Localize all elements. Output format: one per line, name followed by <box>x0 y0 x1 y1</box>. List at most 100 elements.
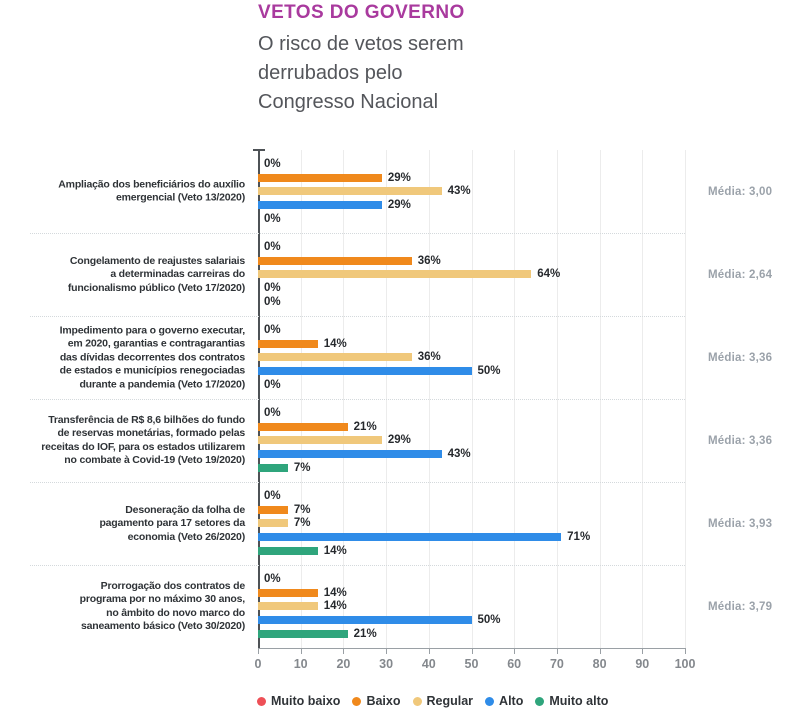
bar-regular <box>258 270 532 279</box>
value-label: 14% <box>323 586 347 599</box>
bar-rows: 0% 36% 64% 0% 0% <box>258 233 560 316</box>
category-label: Impedimento para o governo executar, em 2… <box>59 323 246 392</box>
legend-dot-icon <box>412 696 422 706</box>
x-axis-tick-label: 70 <box>549 657 564 671</box>
category-label-line: pagamento para 17 setores da <box>99 516 245 529</box>
bar-muito-alto <box>258 547 318 556</box>
category-label-line: de reservas monetárias, formado pelas <box>57 427 245 439</box>
category-label: Desoneração da folha de pagamento para 17… <box>99 503 245 544</box>
bar-row: 0% <box>258 572 501 586</box>
legend-label: Muito baixo <box>271 694 341 708</box>
legend-item: Baixo <box>352 694 401 708</box>
value-label: 36% <box>417 254 441 267</box>
x-axis-tick-label: 20 <box>336 657 351 671</box>
bar-rows: 0% 21% 29% 43% 7% <box>258 399 471 482</box>
bar-regular <box>258 602 318 611</box>
x-axis-tick-label: 50 <box>464 657 479 671</box>
category-label-line: no combate à Covid-19 (Veto 19/2020) <box>64 454 245 466</box>
bar-row: 21% <box>258 420 471 434</box>
bar-group: Ampliação dos beneficiários do auxílio em… <box>0 150 794 233</box>
legend: Muito baixo Baixo Regular Alto Muito alto <box>257 694 608 708</box>
x-axis-tick <box>386 648 388 654</box>
bar-row: 14% <box>258 337 501 351</box>
bar-baixo <box>258 256 412 265</box>
category-label-line: saneamento básico (Veto 30/2020) <box>80 620 245 632</box>
bar-alto <box>258 450 442 459</box>
value-label: 21% <box>353 628 377 641</box>
value-label: 0% <box>264 282 281 295</box>
bar-row: 0% <box>258 212 471 226</box>
x-axis-tick <box>258 648 259 654</box>
category-label-line: Impedimento para o governo executar, <box>59 323 246 336</box>
legend-dot-icon <box>257 696 266 706</box>
bar-row: 7% <box>258 461 471 475</box>
value-label: 0% <box>264 572 281 585</box>
bar-row: 36% <box>258 351 501 365</box>
category-label: Transferência de R$ 8,6 bilhões do fundo… <box>41 414 245 468</box>
bar-row: 29% <box>258 434 471 448</box>
subtitle-line: O risco de vetos serem <box>258 33 464 55</box>
bar-muito-alto <box>258 464 288 473</box>
x-axis-tick <box>343 648 345 654</box>
legend-label: Muito alto <box>549 694 609 708</box>
category-label-line: receitas do IOF, para os estados utiliza… <box>41 440 245 453</box>
value-label: 29% <box>387 171 411 184</box>
bar-row: 0% <box>258 323 501 337</box>
category-label: Prorrogação dos contratos de programa por… <box>79 580 246 634</box>
bar-rows: 0% 14% 36% 50% 0% <box>258 316 501 399</box>
value-label: 71% <box>567 531 591 544</box>
y-axis-end-tick <box>253 149 265 151</box>
x-axis-tick-label: 90 <box>635 657 650 671</box>
category-label-line: Ampliação dos beneficiários do auxílio <box>58 178 245 190</box>
bar-row: 50% <box>258 364 501 378</box>
value-label: 0% <box>264 406 281 419</box>
bar-row: 43% <box>258 185 471 199</box>
category-label-line: programa por no máximo 30 anos, <box>79 593 246 605</box>
legend-dot-icon <box>352 696 362 706</box>
bar-row: 7% <box>258 517 590 531</box>
category-label-line: Congelamento de reajustes salariais <box>69 254 245 267</box>
bar-muito-alto <box>258 630 348 639</box>
value-label: 0% <box>264 323 281 336</box>
bar-group: Transferência de R$ 8,6 bilhões do fundo… <box>0 399 794 482</box>
bar-group: Prorrogação dos contratos de programa por… <box>0 565 794 648</box>
bar-row: 36% <box>258 254 560 268</box>
value-label: 0% <box>264 157 281 170</box>
x-axis-tick <box>428 648 430 654</box>
media-label: Média: 3,00 <box>708 185 773 198</box>
legend-label: Baixo <box>366 694 401 708</box>
bar-row: 50% <box>258 613 501 627</box>
x-axis-tick-label: 0 <box>254 657 262 671</box>
value-label: 7% <box>293 462 311 475</box>
bar-row: 29% <box>258 171 471 185</box>
category-label-line: Desoneração da folha de <box>125 503 245 516</box>
bar-row: 0% <box>258 406 471 420</box>
group-separator <box>30 233 685 234</box>
value-label: 64% <box>537 268 561 281</box>
legend-item: Alto <box>485 694 523 708</box>
bar-baixo <box>258 173 382 182</box>
x-axis-tick <box>599 648 601 654</box>
category-label-line: economia (Veto 26/2020) <box>127 530 246 543</box>
bar-row: 0% <box>258 295 560 309</box>
value-label: 0% <box>264 489 281 502</box>
bar-row: 14% <box>258 544 590 558</box>
category-label-line: a determinadas carreiras do <box>110 267 245 280</box>
value-label: 21% <box>353 420 377 433</box>
x-axis-tick-label: 10 <box>293 657 308 671</box>
bar-row: 21% <box>258 627 501 641</box>
bar-group: Desoneração da folha de pagamento para 17… <box>0 482 794 565</box>
bar-row: 0% <box>258 157 471 171</box>
bar-regular <box>258 187 442 196</box>
value-label: 14% <box>323 337 347 350</box>
media-label: Média: 3,36 <box>708 351 773 364</box>
bar-row: 7% <box>258 503 590 517</box>
chart-subtitle: O risco de vetos serem derrubados pelo C… <box>258 30 465 117</box>
value-label: 36% <box>417 351 441 364</box>
value-label: 0% <box>264 379 281 392</box>
bar-baixo <box>258 505 288 514</box>
x-axis-tick <box>556 648 558 654</box>
gridline <box>685 150 686 648</box>
bar-rows: 0% 14% 14% 50% 21% <box>258 565 501 648</box>
